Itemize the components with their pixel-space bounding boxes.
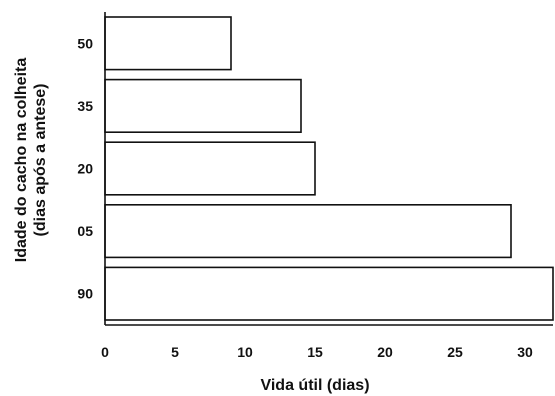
x-tick-label-20: 20 bbox=[377, 344, 393, 360]
x-tick-label-25: 25 bbox=[447, 344, 463, 360]
x-tick-label-15: 15 bbox=[307, 344, 323, 360]
x-tick-label-10: 10 bbox=[237, 344, 253, 360]
y-tick-label-90: 90 bbox=[77, 286, 93, 302]
bar-90 bbox=[104, 266, 554, 321]
bars-group bbox=[104, 16, 554, 321]
y-axis-title-line-1: Idade do cacho na colheita bbox=[13, 58, 30, 263]
bar-20 bbox=[104, 141, 316, 196]
x-tick-label-30: 30 bbox=[517, 344, 533, 360]
x-tick-labels: 0 5 10 15 20 25 30 bbox=[101, 344, 533, 360]
y-tick-labels: 50 35 20 05 90 bbox=[77, 35, 93, 301]
x-tick-label-0: 0 bbox=[101, 344, 109, 360]
y-tick-label-35: 35 bbox=[77, 98, 93, 114]
bar-50 bbox=[104, 16, 232, 71]
y-tick-label-50: 50 bbox=[77, 35, 93, 51]
bar-35 bbox=[104, 78, 302, 133]
x-axis-title: Vida útil (dias) bbox=[260, 377, 369, 394]
y-axis-title-line-2: (dias após a antese) bbox=[32, 84, 49, 237]
y-tick-label-20: 20 bbox=[77, 161, 93, 177]
x-tick-label-5: 5 bbox=[171, 344, 179, 360]
y-tick-label-05: 05 bbox=[77, 223, 93, 239]
bar-05 bbox=[104, 204, 512, 259]
y-axis-title: Idade do cacho na colheita (dias após a … bbox=[13, 58, 49, 263]
